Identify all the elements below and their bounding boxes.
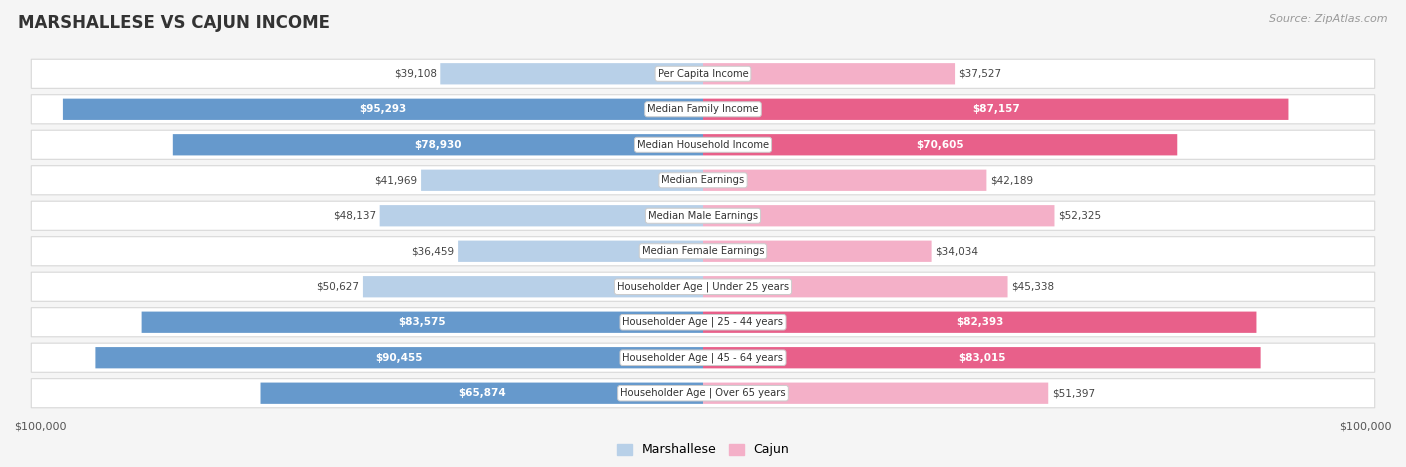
FancyBboxPatch shape	[703, 99, 1288, 120]
FancyBboxPatch shape	[142, 311, 703, 333]
FancyBboxPatch shape	[31, 272, 1375, 301]
FancyBboxPatch shape	[703, 382, 1049, 404]
Text: $70,605: $70,605	[917, 140, 965, 150]
Text: $48,137: $48,137	[333, 211, 377, 221]
FancyBboxPatch shape	[440, 63, 703, 85]
FancyBboxPatch shape	[31, 130, 1375, 159]
Text: $50,627: $50,627	[316, 282, 360, 292]
FancyBboxPatch shape	[173, 134, 703, 156]
Text: $39,108: $39,108	[394, 69, 437, 79]
FancyBboxPatch shape	[703, 205, 1054, 226]
FancyBboxPatch shape	[420, 170, 703, 191]
Text: $45,338: $45,338	[1011, 282, 1054, 292]
Text: $34,034: $34,034	[935, 246, 979, 256]
FancyBboxPatch shape	[260, 382, 703, 404]
FancyBboxPatch shape	[458, 241, 703, 262]
Text: Householder Age | 45 - 64 years: Householder Age | 45 - 64 years	[623, 353, 783, 363]
FancyBboxPatch shape	[63, 99, 703, 120]
FancyBboxPatch shape	[363, 276, 703, 297]
FancyBboxPatch shape	[31, 237, 1375, 266]
FancyBboxPatch shape	[31, 166, 1375, 195]
Text: $51,397: $51,397	[1052, 388, 1095, 398]
FancyBboxPatch shape	[703, 276, 1008, 297]
Text: $65,874: $65,874	[458, 388, 506, 398]
Text: $78,930: $78,930	[415, 140, 461, 150]
Text: $87,157: $87,157	[972, 104, 1019, 114]
Text: $52,325: $52,325	[1057, 211, 1101, 221]
Text: Median Household Income: Median Household Income	[637, 140, 769, 150]
Text: $83,575: $83,575	[398, 317, 446, 327]
Text: $90,455: $90,455	[375, 353, 423, 363]
FancyBboxPatch shape	[96, 347, 703, 368]
Text: Source: ZipAtlas.com: Source: ZipAtlas.com	[1270, 14, 1388, 24]
FancyBboxPatch shape	[703, 347, 1261, 368]
FancyBboxPatch shape	[703, 241, 932, 262]
FancyBboxPatch shape	[31, 201, 1375, 230]
FancyBboxPatch shape	[31, 95, 1375, 124]
Legend: Marshallese, Cajun: Marshallese, Cajun	[612, 439, 794, 461]
FancyBboxPatch shape	[703, 170, 987, 191]
FancyBboxPatch shape	[703, 311, 1257, 333]
Text: Median Family Income: Median Family Income	[647, 104, 759, 114]
Text: Householder Age | Under 25 years: Householder Age | Under 25 years	[617, 282, 789, 292]
Text: $41,969: $41,969	[374, 175, 418, 185]
Text: $95,293: $95,293	[360, 104, 406, 114]
Text: MARSHALLESE VS CAJUN INCOME: MARSHALLESE VS CAJUN INCOME	[18, 14, 330, 32]
Text: $42,189: $42,189	[990, 175, 1033, 185]
Text: Median Male Earnings: Median Male Earnings	[648, 211, 758, 221]
FancyBboxPatch shape	[31, 379, 1375, 408]
FancyBboxPatch shape	[31, 308, 1375, 337]
FancyBboxPatch shape	[31, 59, 1375, 88]
Text: Per Capita Income: Per Capita Income	[658, 69, 748, 79]
Text: $83,015: $83,015	[957, 353, 1005, 363]
Text: $36,459: $36,459	[412, 246, 454, 256]
FancyBboxPatch shape	[703, 134, 1177, 156]
FancyBboxPatch shape	[380, 205, 703, 226]
Text: $37,527: $37,527	[959, 69, 1001, 79]
Text: $100,000: $100,000	[14, 422, 66, 432]
Text: Householder Age | Over 65 years: Householder Age | Over 65 years	[620, 388, 786, 398]
FancyBboxPatch shape	[703, 63, 955, 85]
FancyBboxPatch shape	[31, 343, 1375, 372]
Text: $100,000: $100,000	[1340, 422, 1392, 432]
Text: Householder Age | 25 - 44 years: Householder Age | 25 - 44 years	[623, 317, 783, 327]
Text: Median Female Earnings: Median Female Earnings	[641, 246, 765, 256]
Text: $82,393: $82,393	[956, 317, 1004, 327]
Text: Median Earnings: Median Earnings	[661, 175, 745, 185]
